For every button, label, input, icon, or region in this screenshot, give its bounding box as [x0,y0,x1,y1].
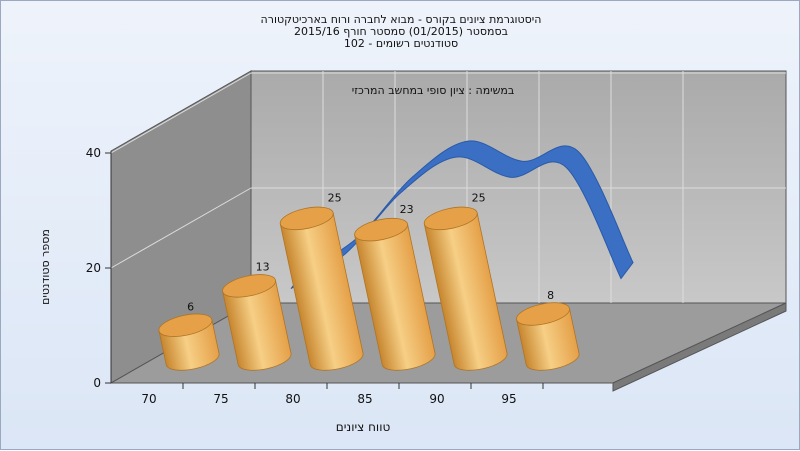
x-tick-label: 95 [501,392,516,406]
grid-lines [110,71,786,303]
bar: 25 [423,191,508,371]
bar-body [222,279,292,371]
side-gridline [110,187,252,269]
bar-value-label: 25 [328,191,342,204]
bar-body [423,212,508,371]
bar-value-label: 6 [187,301,194,314]
bar-top [279,206,334,231]
bar: 8 [516,289,580,371]
side-gridline [110,72,252,154]
bar-body [354,223,436,371]
bar: 13 [222,260,292,371]
distribution-curve [290,140,634,290]
bar-top [158,313,213,337]
x-tick-label: 90 [429,392,444,406]
bar-value-label: 13 [256,260,270,273]
x-axis-label: טווח ציונים [336,420,391,434]
chart-title-line-2: בסמסטר (01/2015) סמסטר חורף 2015/16 [294,25,508,38]
axes: 0 20 40 70 75 80 85 90 95 [86,146,544,406]
y-axis-label: מספר סטודנטים [39,229,52,305]
y-tick-label: 20 [86,261,101,275]
bar-value-label: 25 [472,191,486,204]
curve-ribbon [290,140,634,290]
chart-title-line-1: היסטוגרמת ציונים בקורס - מבוא לחברה ורוח… [260,13,542,26]
x-tick-label: 70 [141,392,156,406]
bar-top [423,206,478,231]
chart-subtitle: במשימה : ציון סופי במחשב המרכזי [352,84,515,97]
chart-title-line-3: סטודנטים רשומים - 102 [343,37,459,50]
y-tick-label: 40 [86,146,101,160]
bars: 6 13 25 23 25 8 [158,191,580,371]
x-tick-label: 85 [357,392,372,406]
bar: 6 [158,301,220,371]
floor-front-edge [612,302,787,392]
bar-top [222,274,276,298]
x-tick-label: 75 [213,392,228,406]
bar-body [279,212,364,371]
bar-top [354,217,408,242]
x-tick-label: 80 [285,392,300,406]
bar-value-label: 23 [400,203,414,216]
bar: 23 [354,203,436,371]
bar-value-label: 8 [547,289,554,302]
bar: 25 [279,191,364,371]
bar-top [516,302,570,326]
y-tick-label: 0 [93,376,101,390]
